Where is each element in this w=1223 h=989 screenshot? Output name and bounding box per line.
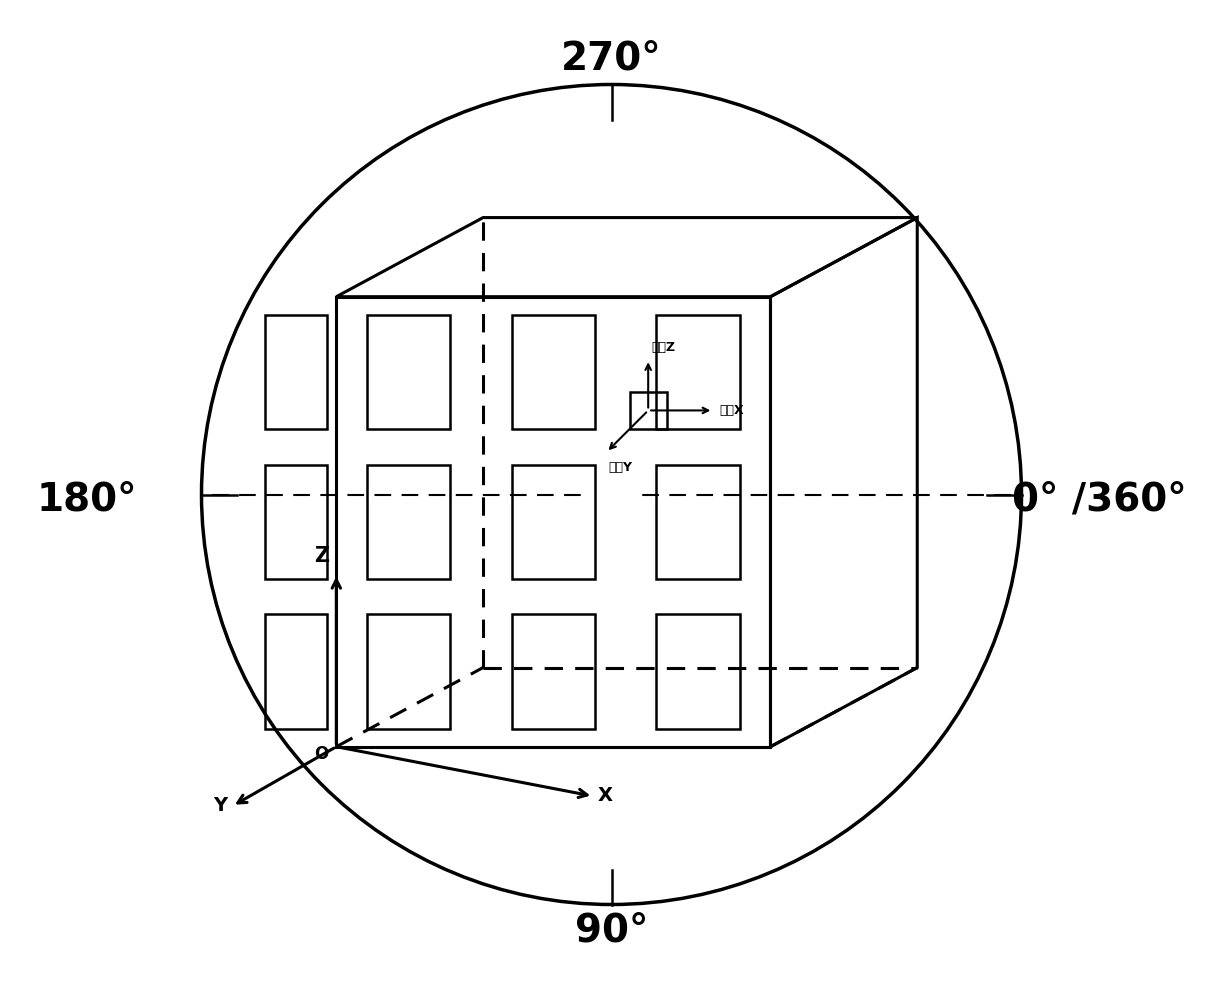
Bar	[367, 465, 450, 579]
Bar	[367, 614, 450, 729]
Bar	[657, 465, 740, 579]
Bar	[367, 315, 450, 429]
Bar	[630, 392, 667, 429]
Bar	[657, 315, 740, 429]
Text: X: X	[598, 786, 613, 805]
Text: 270°: 270°	[561, 40, 662, 77]
Text: Y: Y	[213, 796, 227, 815]
Text: 90°: 90°	[575, 912, 648, 949]
Bar	[511, 465, 596, 579]
Bar	[265, 614, 327, 729]
Text: O: O	[314, 745, 329, 763]
Text: 磁轴Y: 磁轴Y	[608, 461, 632, 474]
Bar	[265, 465, 327, 579]
Text: 磁轴Z: 磁轴Z	[651, 341, 675, 354]
Text: Z: Z	[314, 546, 329, 566]
Text: 180°: 180°	[37, 481, 137, 518]
Text: 磁轴X: 磁轴X	[719, 404, 744, 417]
Bar	[511, 315, 596, 429]
Bar	[657, 614, 740, 729]
Text: 0° /360°: 0° /360°	[1011, 481, 1186, 518]
Bar	[265, 315, 327, 429]
Bar	[511, 614, 596, 729]
